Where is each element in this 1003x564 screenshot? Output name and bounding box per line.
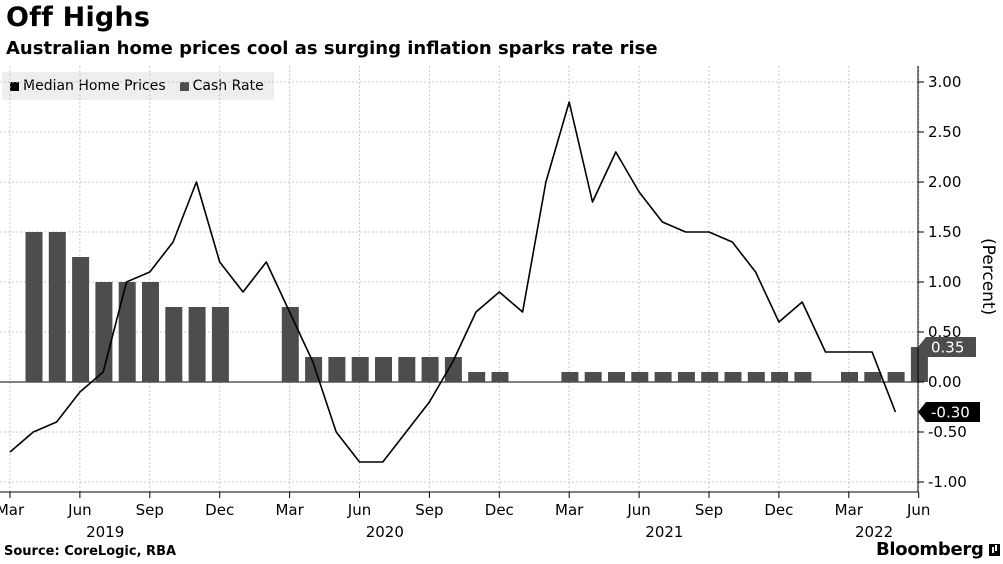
cash-rate-bar bbox=[72, 257, 90, 382]
y-tick-label: 2.50 bbox=[928, 123, 961, 141]
x-tick-label: Sep bbox=[136, 501, 164, 519]
cash-rate-bar bbox=[491, 372, 509, 382]
cash-rate-bar bbox=[421, 357, 439, 382]
x-tick-label: Jun bbox=[67, 501, 91, 519]
end-value-label: 0.35 bbox=[931, 339, 964, 357]
cash-rate-bar bbox=[701, 372, 719, 382]
brand-name: Bloomberg bbox=[876, 539, 984, 560]
cash-rate-bar bbox=[864, 372, 882, 382]
cash-rate-bar bbox=[118, 282, 136, 382]
cash-rate-bar bbox=[468, 372, 486, 382]
cash-rate-bar bbox=[165, 307, 183, 382]
brand-logo: Bloomberg bbox=[876, 539, 1000, 560]
end-value-badge bbox=[918, 402, 980, 422]
legend-swatch-cash-rate bbox=[179, 81, 189, 91]
cash-rate-bar bbox=[281, 307, 299, 382]
cash-rate-bar bbox=[48, 232, 66, 382]
cash-rate-bar bbox=[631, 372, 649, 382]
cash-rate-bar bbox=[771, 372, 789, 382]
x-tick-label: Dec bbox=[205, 501, 234, 519]
cash-rate-bar bbox=[654, 372, 672, 382]
x-tick-label: Mar bbox=[0, 501, 25, 519]
x-tick-label: Sep bbox=[695, 501, 723, 519]
chart-title: Off Highs bbox=[6, 2, 151, 33]
y-tick-label: -0.50 bbox=[928, 423, 967, 441]
x-tick-label: Dec bbox=[764, 501, 793, 519]
x-tick-label: Jun bbox=[626, 501, 650, 519]
x-tick-label: Jun bbox=[906, 501, 930, 519]
cash-rate-bar bbox=[142, 282, 159, 382]
cash-rate-bar bbox=[794, 372, 812, 382]
brand-mark-icon bbox=[988, 543, 1000, 556]
end-value-badge bbox=[918, 337, 976, 357]
cash-rate-bar bbox=[747, 372, 765, 382]
cash-rate-bar bbox=[677, 372, 695, 382]
cash-rate-bar bbox=[561, 372, 579, 382]
home-prices-line bbox=[9, 101, 897, 463]
chart-subtitle: Australian home prices cool as surging i… bbox=[6, 38, 658, 59]
x-tick-label: Mar bbox=[555, 501, 584, 519]
y-tick-label: 0.00 bbox=[928, 373, 961, 391]
cash-rate-bar bbox=[351, 357, 369, 382]
x-tick-label: Mar bbox=[835, 501, 864, 519]
cash-rate-bar bbox=[841, 372, 858, 382]
cash-rate-bar bbox=[584, 372, 602, 382]
cash-rate-bar bbox=[444, 357, 462, 382]
x-tick-label: Sep bbox=[415, 501, 443, 519]
cash-rate-bar bbox=[608, 372, 625, 382]
legend-swatch-home-prices bbox=[10, 81, 19, 91]
cash-rate-bar bbox=[95, 282, 113, 382]
chart-plot: 3.00 2.50 2.00 1.50 1.00 0.50 0.00 -0.50 -1.00 Ma… bbox=[0, 66, 998, 540]
cash-rate-bar bbox=[910, 347, 928, 382]
x-year-label: 2022 bbox=[855, 523, 893, 540]
cash-rate-bar bbox=[328, 357, 346, 382]
x-tick-label: Mar bbox=[275, 501, 304, 519]
cash-rate-bar bbox=[398, 357, 416, 382]
source-note: Source: CoreLogic, RBA bbox=[4, 544, 177, 559]
cash-rate-bar bbox=[724, 372, 742, 382]
y-axis-title: (Percent) bbox=[978, 238, 998, 315]
y-tick-label: 3.00 bbox=[928, 73, 961, 91]
y-tick-label: -1.00 bbox=[928, 473, 967, 491]
y-tick-label: 1.00 bbox=[928, 273, 961, 291]
cash-rate-bar bbox=[305, 357, 323, 382]
x-tick-label: Jun bbox=[347, 501, 371, 519]
cash-rate-bar bbox=[375, 357, 392, 382]
y-tick-label: 1.50 bbox=[928, 223, 961, 241]
x-year-label: 2019 bbox=[86, 523, 124, 540]
x-year-label: 2021 bbox=[645, 523, 683, 540]
y-tick-label: 2.00 bbox=[928, 173, 961, 191]
y-tick-label: 0.50 bbox=[928, 323, 961, 341]
x-year-label: 2020 bbox=[366, 523, 404, 540]
end-value-label: -0.30 bbox=[931, 404, 970, 422]
cash-rate-bar bbox=[211, 307, 229, 382]
cash-rate-bar bbox=[25, 232, 43, 382]
x-tick-label: Dec bbox=[485, 501, 514, 519]
cash-rate-bar bbox=[188, 307, 206, 382]
cash-rate-bar bbox=[887, 372, 905, 382]
